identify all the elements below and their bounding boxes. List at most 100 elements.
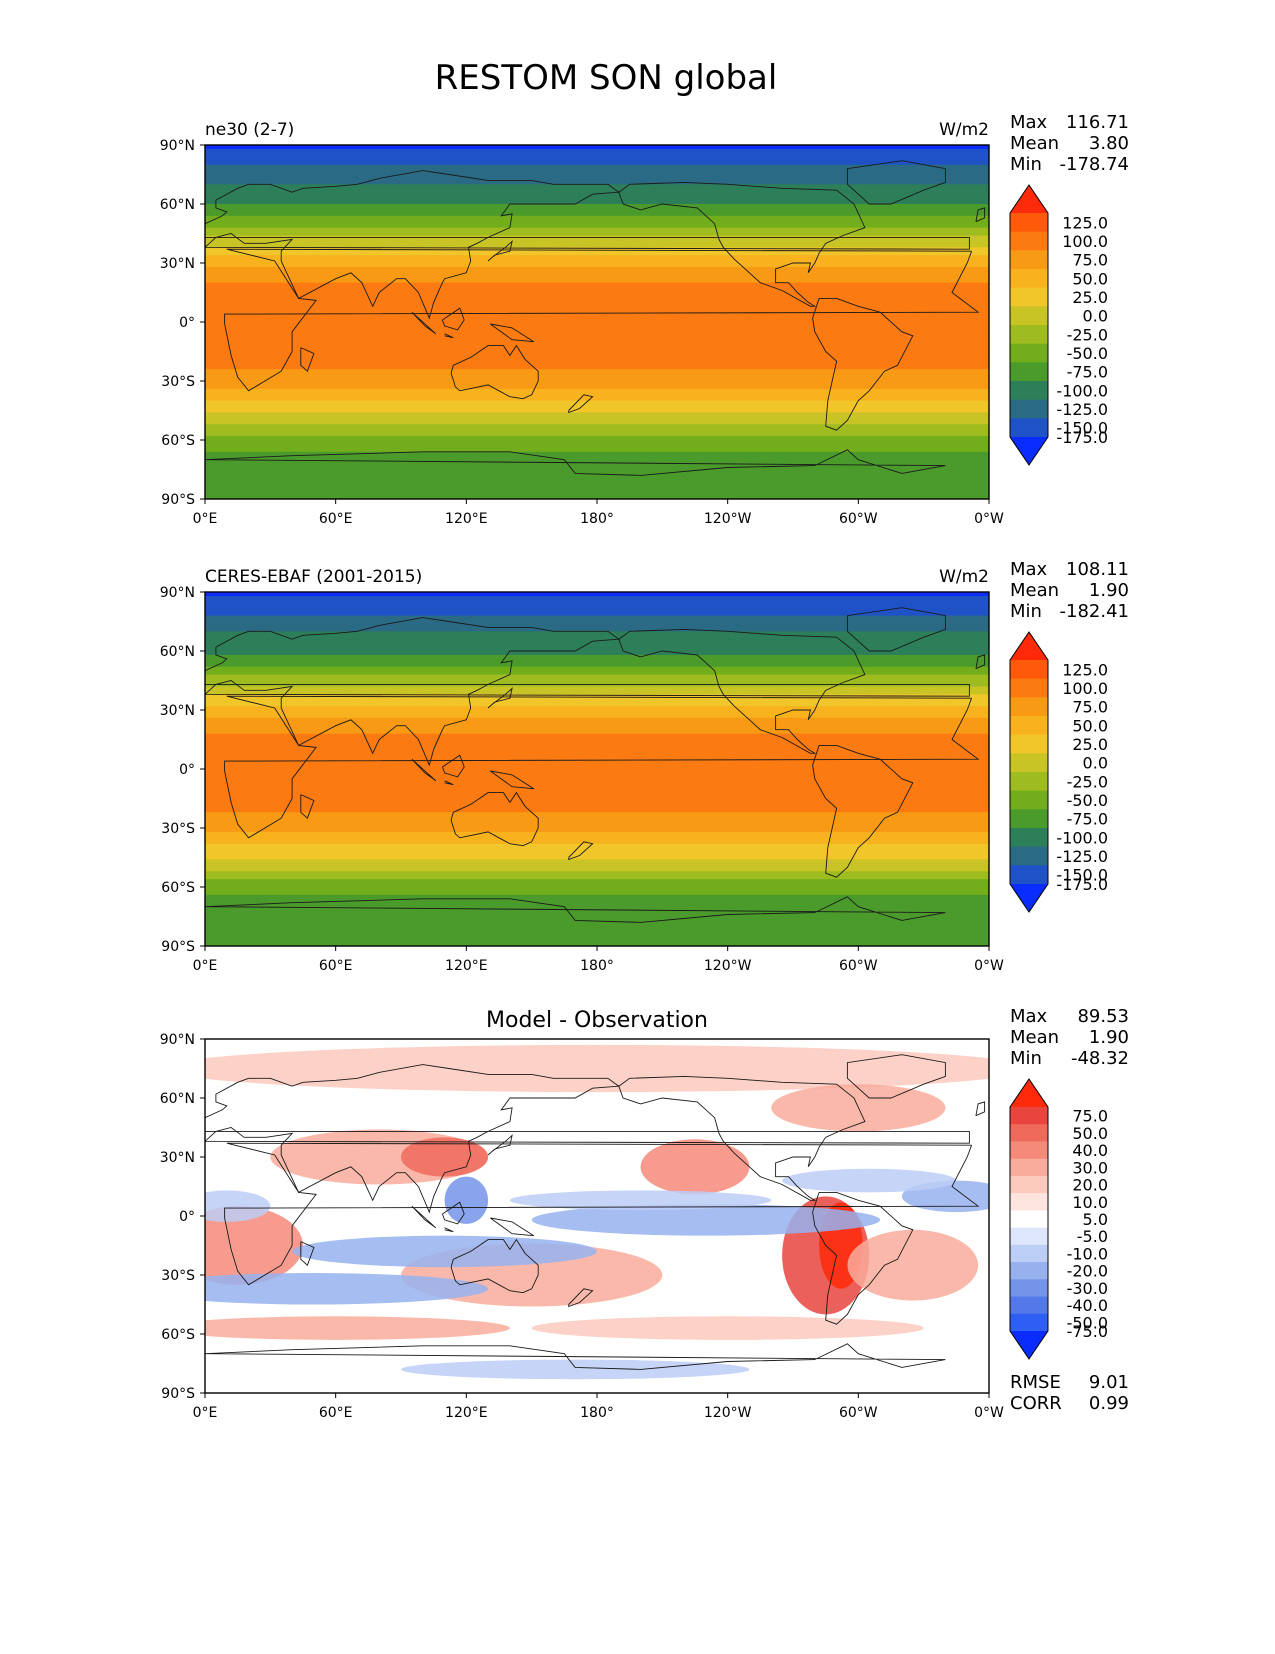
contour-band <box>847 1229 979 1301</box>
colorbar-segment <box>1010 1227 1048 1246</box>
colorbar-tick-label: -100.0 <box>1056 828 1108 847</box>
contour-band <box>205 298 989 303</box>
colorbar-segment <box>1010 1193 1048 1211</box>
y-tick-label: 30°S <box>161 821 195 837</box>
contour-band <box>205 392 989 398</box>
metric-value-rmse: 9.01 <box>1089 1372 1129 1393</box>
colorbar-tick-label: 100.0 <box>1062 679 1108 698</box>
contour-band <box>205 487 989 492</box>
colorbar-tick-label: -175.0 <box>1056 875 1108 894</box>
colorbar-tick-label: -30.0 <box>1067 1279 1108 1298</box>
colorbar-segment <box>1010 1124 1048 1142</box>
colorbar-segment <box>1010 1244 1048 1263</box>
y-tick-label: 60°S <box>161 1327 195 1343</box>
colorbar-segment <box>1010 362 1048 382</box>
contour-band <box>205 851 989 857</box>
contour-band <box>205 341 989 347</box>
coastline <box>568 841 594 861</box>
stat-label-mean: Mean <box>1010 133 1059 154</box>
contour-band <box>205 635 989 640</box>
y-tick-label: 90°S <box>161 939 195 955</box>
contour-band <box>205 725 989 731</box>
x-tick-label: 120°W <box>704 1405 752 1421</box>
x-tick-label: 120°E <box>445 958 488 974</box>
contour-band <box>205 286 989 292</box>
metric-label-corr: CORR <box>1010 1393 1062 1414</box>
coastline <box>812 744 914 878</box>
contour-band <box>205 812 989 817</box>
contour-band <box>205 337 989 343</box>
coastline <box>444 780 454 786</box>
contour-band <box>401 1137 489 1177</box>
colorbar-bottom-extension <box>1010 437 1048 465</box>
coastline <box>450 344 539 400</box>
contour-band <box>205 828 989 833</box>
contour-band <box>205 741 989 746</box>
contour-band <box>205 859 989 864</box>
contour-band <box>205 835 989 841</box>
colorbar-segment <box>1010 381 1048 401</box>
stat-label-mean: Mean <box>1010 1027 1059 1048</box>
contour-band <box>205 388 989 394</box>
colorbar-top-extension <box>1010 632 1048 660</box>
contour-band <box>205 255 989 260</box>
contour-band <box>205 325 989 331</box>
y-tick-label: 60°S <box>161 880 195 896</box>
contour-band <box>205 180 989 185</box>
coastline <box>441 754 465 778</box>
coastline <box>618 181 866 307</box>
contour-band <box>205 639 989 644</box>
y-tick-label: 90°N <box>160 585 195 601</box>
colorbar-tick-label: 30.0 <box>1072 1158 1108 1177</box>
colorbar-tick-label: -75.0 <box>1067 1322 1108 1341</box>
colorbar-segment <box>1010 846 1048 866</box>
coastline <box>441 1201 465 1225</box>
contour-band <box>205 914 989 920</box>
colorbar-tick-label: 0.0 <box>1083 754 1108 773</box>
contour-band <box>205 662 989 668</box>
stat-label-max: Max <box>1010 1006 1048 1027</box>
colorbar-tick-label: -25.0 <box>1067 772 1108 791</box>
contour-band <box>205 820 989 825</box>
contour-band <box>205 733 989 739</box>
contour-band <box>205 816 989 821</box>
coastline <box>444 333 454 339</box>
map-panel-2: CERES-EBAF (2001-2015) W/m2 0°E 60°E 120°E 18… <box>160 559 1129 974</box>
colorbar: 75.050.040.030.020.010.05.0-5.0-10.0-20.… <box>1009 1078 1108 1360</box>
contour-band <box>205 432 989 437</box>
x-tick-label: 120°E <box>445 1405 488 1421</box>
map-field <box>205 592 989 946</box>
contour-band <box>531 1204 881 1236</box>
coastline <box>568 394 594 414</box>
contour-band <box>205 361 989 366</box>
contour-band <box>205 843 989 849</box>
x-tick-label: 0°W <box>974 511 1004 527</box>
colorbar-tick-label: -50.0 <box>1067 1313 1108 1332</box>
contour-band <box>205 666 989 672</box>
contour-band <box>205 381 989 386</box>
colorbar-segment <box>1010 213 1048 233</box>
contour-band <box>205 310 989 315</box>
colorbar-tick-label: 75.0 <box>1072 698 1108 717</box>
contour-band <box>205 318 989 323</box>
contour-band <box>205 702 989 707</box>
colorbar-tick-label: 125.0 <box>1062 660 1108 679</box>
contour-band <box>205 890 989 896</box>
colorbar-segment <box>1010 1107 1048 1125</box>
contour-band <box>205 772 989 778</box>
contour-band <box>205 788 989 794</box>
colorbar-segment <box>1010 1175 1048 1194</box>
contour-band <box>205 188 989 193</box>
colorbar-top-extension <box>1010 1079 1048 1107</box>
x-tick-label: 120°W <box>704 511 752 527</box>
contour-band <box>205 717 989 723</box>
contour-band <box>205 196 989 201</box>
colorbar-tick-label: -150.0 <box>1056 866 1108 885</box>
contour-band <box>205 259 989 264</box>
contour-band <box>205 384 989 390</box>
x-tick-label: 0°W <box>974 1405 1004 1421</box>
y-tick-label: 30°S <box>161 1268 195 1284</box>
colorbar-outline <box>1009 631 1049 913</box>
colorbar-segment <box>1010 1313 1048 1332</box>
colorbar-tick-label: -40.0 <box>1067 1296 1108 1315</box>
